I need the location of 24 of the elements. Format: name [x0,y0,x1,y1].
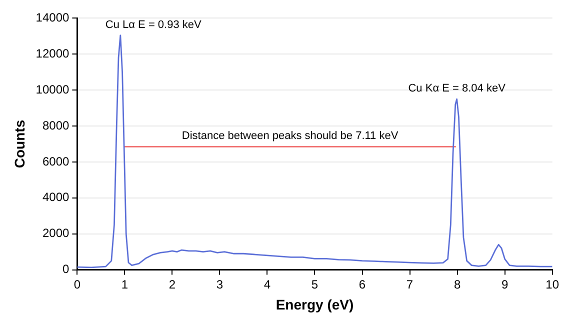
x-tick-label: 4 [264,277,271,292]
x-tick-label: 10 [546,277,560,292]
x-tick-label: 9 [501,277,508,292]
y-tick-label: 4000 [42,190,70,204]
annotation: Cu Lα E = 0.93 keV [105,18,202,31]
x-tick-label: 2 [168,277,176,292]
x-tick-label: 1 [121,277,128,292]
annotation: Distance between peaks should be 7.11 keV [182,130,399,142]
y-tick-label: 12000 [36,46,70,60]
x-tick-label: 5 [311,277,318,292]
x-tick-label: 3 [216,277,224,292]
annotation: Cu Kα E = 8.04 keV [408,82,506,95]
y-tick-label: 0 [62,262,70,276]
y-tick-label: 8000 [42,118,70,132]
y-tick-label: 2000 [42,226,70,240]
y-tick-label: 14000 [36,10,70,25]
y-axis-title: Counts [11,120,28,168]
x-tick-label: 7 [406,277,414,292]
x-tick-label: 8 [454,277,461,292]
y-tick-label: 6000 [42,154,70,168]
y-tick-label: 10000 [36,82,70,96]
x-tick-label: 0 [74,277,81,292]
x-tick-label: 6 [358,277,366,292]
x-axis-title: Energy (eV) [276,296,354,312]
